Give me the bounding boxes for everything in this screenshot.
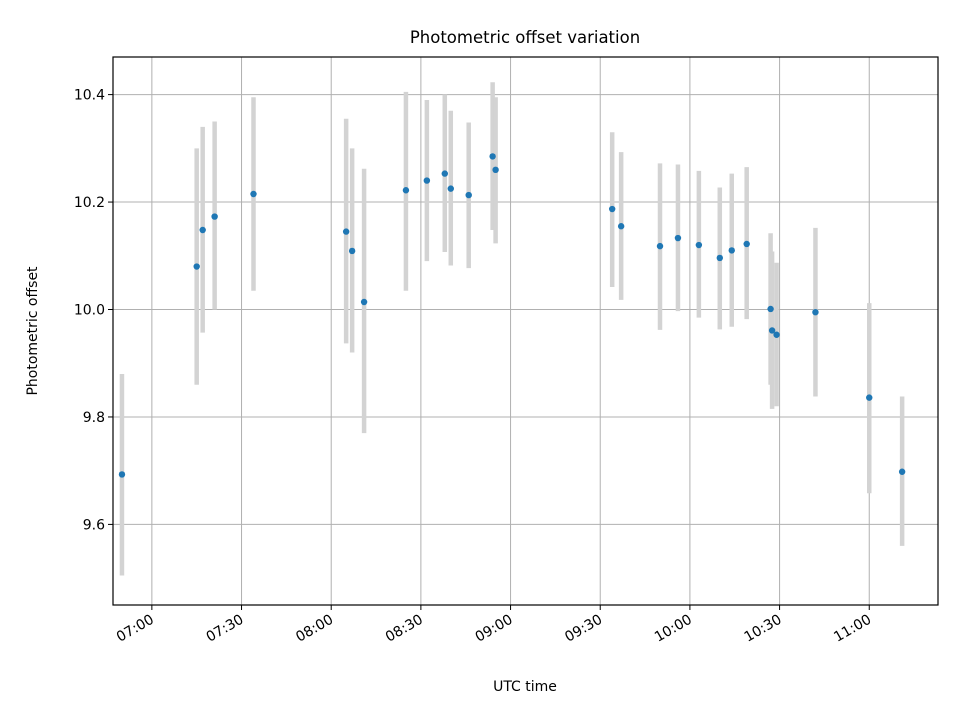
data-point <box>423 177 431 184</box>
data-point <box>617 223 625 230</box>
data-point <box>441 170 448 177</box>
data-point <box>250 190 257 198</box>
data-point <box>674 234 682 242</box>
x-axis-label: UTC time <box>493 679 557 695</box>
data-point <box>898 468 906 475</box>
data-point <box>211 213 218 220</box>
data-point <box>743 240 750 248</box>
grid-lines <box>113 57 938 605</box>
data-points <box>118 153 906 478</box>
data-point <box>728 247 735 254</box>
data-point <box>118 471 126 478</box>
y-tick-label: 9.6 <box>83 517 105 533</box>
data-point <box>199 226 206 234</box>
data-point <box>447 185 454 192</box>
data-point <box>773 331 780 338</box>
data-point <box>656 242 664 250</box>
data-point <box>767 305 774 313</box>
data-point <box>608 205 616 213</box>
data-point <box>716 254 723 262</box>
y-tick-label: 9.8 <box>83 410 105 426</box>
data-point <box>465 191 472 199</box>
y-tick-label: 10.4 <box>74 88 105 104</box>
data-point <box>193 263 200 270</box>
data-point <box>492 166 499 174</box>
plot-frame <box>112 56 939 606</box>
data-point <box>768 327 776 334</box>
data-point <box>348 247 356 255</box>
y-axis-ticks: 9.6 9.8 10.0 10.2 10.4 <box>74 88 113 533</box>
data-point <box>360 298 368 306</box>
y-axis-label: Photometric offset <box>25 266 41 396</box>
data-point <box>489 153 496 160</box>
data-point <box>402 187 410 194</box>
y-tick-label: 10.2 <box>74 195 105 211</box>
data-point <box>812 308 819 316</box>
data-point <box>866 394 873 401</box>
data-point <box>695 241 703 249</box>
data-point <box>342 228 350 235</box>
y-tick-label: 10.0 <box>74 303 105 319</box>
chart-title: Photometric offset variation <box>410 28 640 47</box>
